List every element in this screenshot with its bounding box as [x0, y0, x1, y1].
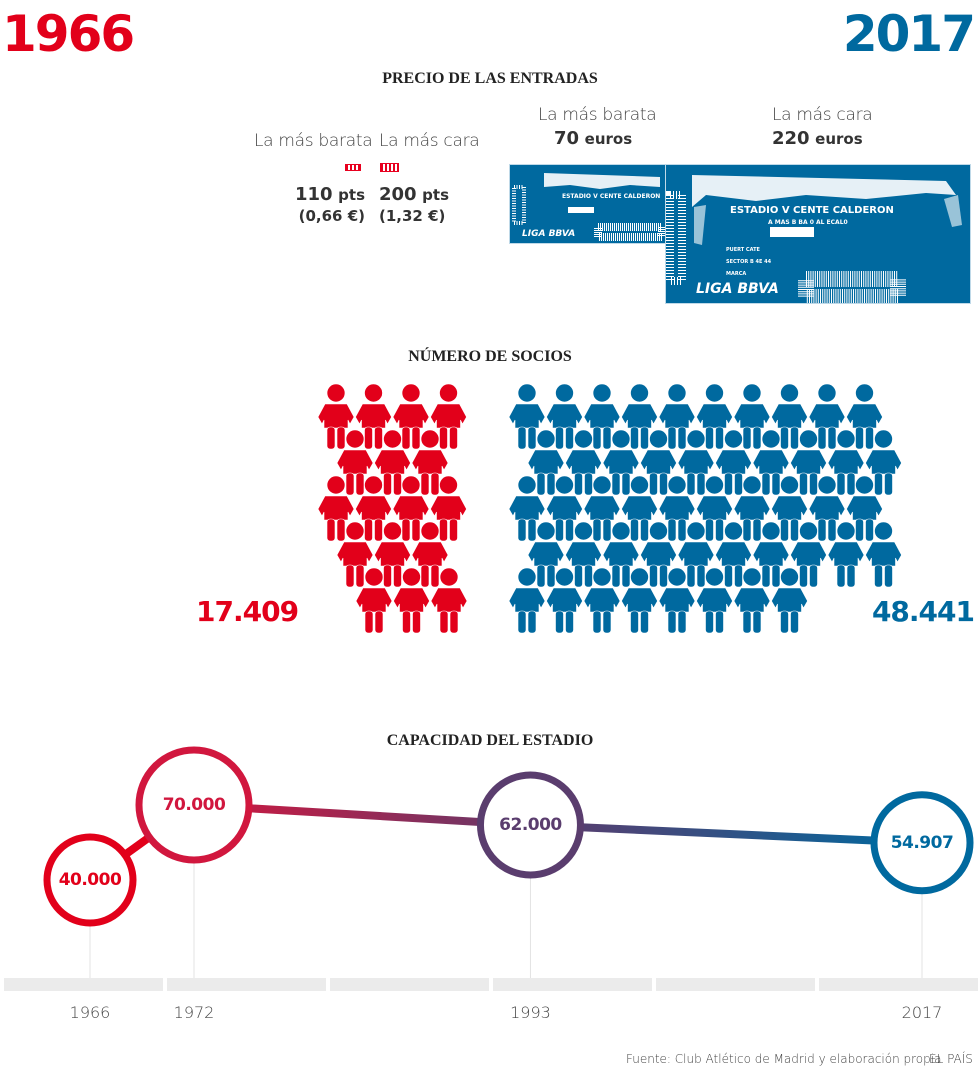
ticket-1966-expensive-icon: [380, 163, 399, 172]
ticket-artwork-icon: [666, 175, 962, 303]
label-2017-cheapest: La más barata: [538, 105, 657, 125]
price-value: 110: [295, 184, 333, 205]
ticket-2017-expensive: ESTADIO V CENTE CALDERON A MAS B BA 0 AL…: [665, 164, 971, 304]
year-2017-heading: 2017: [842, 5, 976, 63]
year-1966-heading: 1966: [2, 5, 135, 63]
ticket-stadium-text: ESTADIO V CENTE CALDERON: [562, 193, 661, 200]
price-1966-expensive: 200 pts: [379, 184, 449, 205]
price-1966-expensive-euros: (1,32 €): [379, 207, 446, 225]
source-text: Fuente: Club Atlético de Madrid y elabor…: [626, 1052, 942, 1066]
axis-bar-segment: [167, 978, 326, 991]
capacity-value-label: 70.000: [162, 795, 226, 815]
price-2017-cheapest: 70 euros: [554, 128, 632, 149]
capacity-value-label: 62.000: [499, 815, 562, 835]
price-1966-cheapest-euros: (0,66 €): [298, 207, 365, 225]
axis-tick-label: 2017: [901, 1003, 943, 1022]
label-1966-cheapest: La más barata: [254, 131, 373, 151]
price-unit: pts: [338, 186, 365, 204]
axis-bar-segment: [656, 978, 815, 991]
capacity-chart: [4, 746, 978, 991]
axis-tick-label: 1966: [69, 1003, 111, 1022]
ticket-field-1: PUERT CATE: [726, 247, 760, 253]
axis-bar-segment: [493, 978, 652, 991]
axis-bar-segment: [330, 978, 489, 991]
price-unit: euros: [815, 130, 863, 148]
capacity-value-label: 40.000: [58, 870, 122, 890]
price-value: 220: [772, 128, 810, 149]
label-1966-expensive: La más cara: [379, 131, 480, 151]
capacity-title: CAPACIDAD DEL ESTADIO: [386, 732, 594, 749]
axis-bar-segment: [819, 978, 978, 991]
capacity-line-segment: [530, 821, 923, 847]
capacity-point-1993: [476, 771, 584, 879]
axis-tick-label: 1972: [173, 1003, 215, 1022]
price-unit: pts: [422, 186, 449, 204]
capacity-value-label: 54.907: [890, 832, 954, 853]
ticket-league-text: LIGA BBVA: [696, 281, 779, 297]
members-1966-value: 17.409: [196, 595, 299, 628]
capacity-point-1972: [135, 746, 253, 864]
price-value: 70: [554, 128, 580, 149]
ticket-field-2: SECTOR B 4E 44: [726, 259, 772, 265]
price-value: 200: [379, 184, 417, 205]
members-pictogram: [317, 383, 902, 634]
members-2017-icons: [508, 383, 902, 634]
ticket-artwork-icon: [512, 173, 666, 241]
price-2017-expensive: 220 euros: [772, 128, 863, 149]
ticket-1966-cheap-icon: [345, 164, 361, 171]
ticket-2017-cheap: ESTADIO V CENTE CALDERON LIGA BBVA: [509, 164, 669, 244]
ticket-field-3: MARCA: [726, 271, 747, 277]
price-unit: euros: [584, 130, 633, 148]
members-title: NÚMERO DE SOCIOS: [408, 348, 572, 365]
members-1966-icons: [317, 383, 468, 634]
members-2017-value: 48.441: [871, 595, 975, 628]
ticket-stadium-text: ESTADIO V CENTE CALDERON: [730, 205, 894, 216]
brand-text: EL PAÍS: [929, 1052, 973, 1066]
axis-tick-label: 1993: [510, 1003, 551, 1022]
label-2017-expensive: La más cara: [772, 105, 873, 125]
capacity-point-2017: [870, 791, 974, 895]
price-1966-cheapest: 110 pts: [295, 184, 365, 205]
ticket-line2-text: A MAS B BA 0 AL ECAL0: [768, 219, 848, 226]
ticket-league-text: LIGA BBVA: [522, 229, 576, 239]
capacity-point-1966: [43, 833, 137, 927]
axis-bar-segment: [4, 978, 163, 991]
prices-title: PRECIO DE LAS ENTRADAS: [382, 70, 598, 87]
